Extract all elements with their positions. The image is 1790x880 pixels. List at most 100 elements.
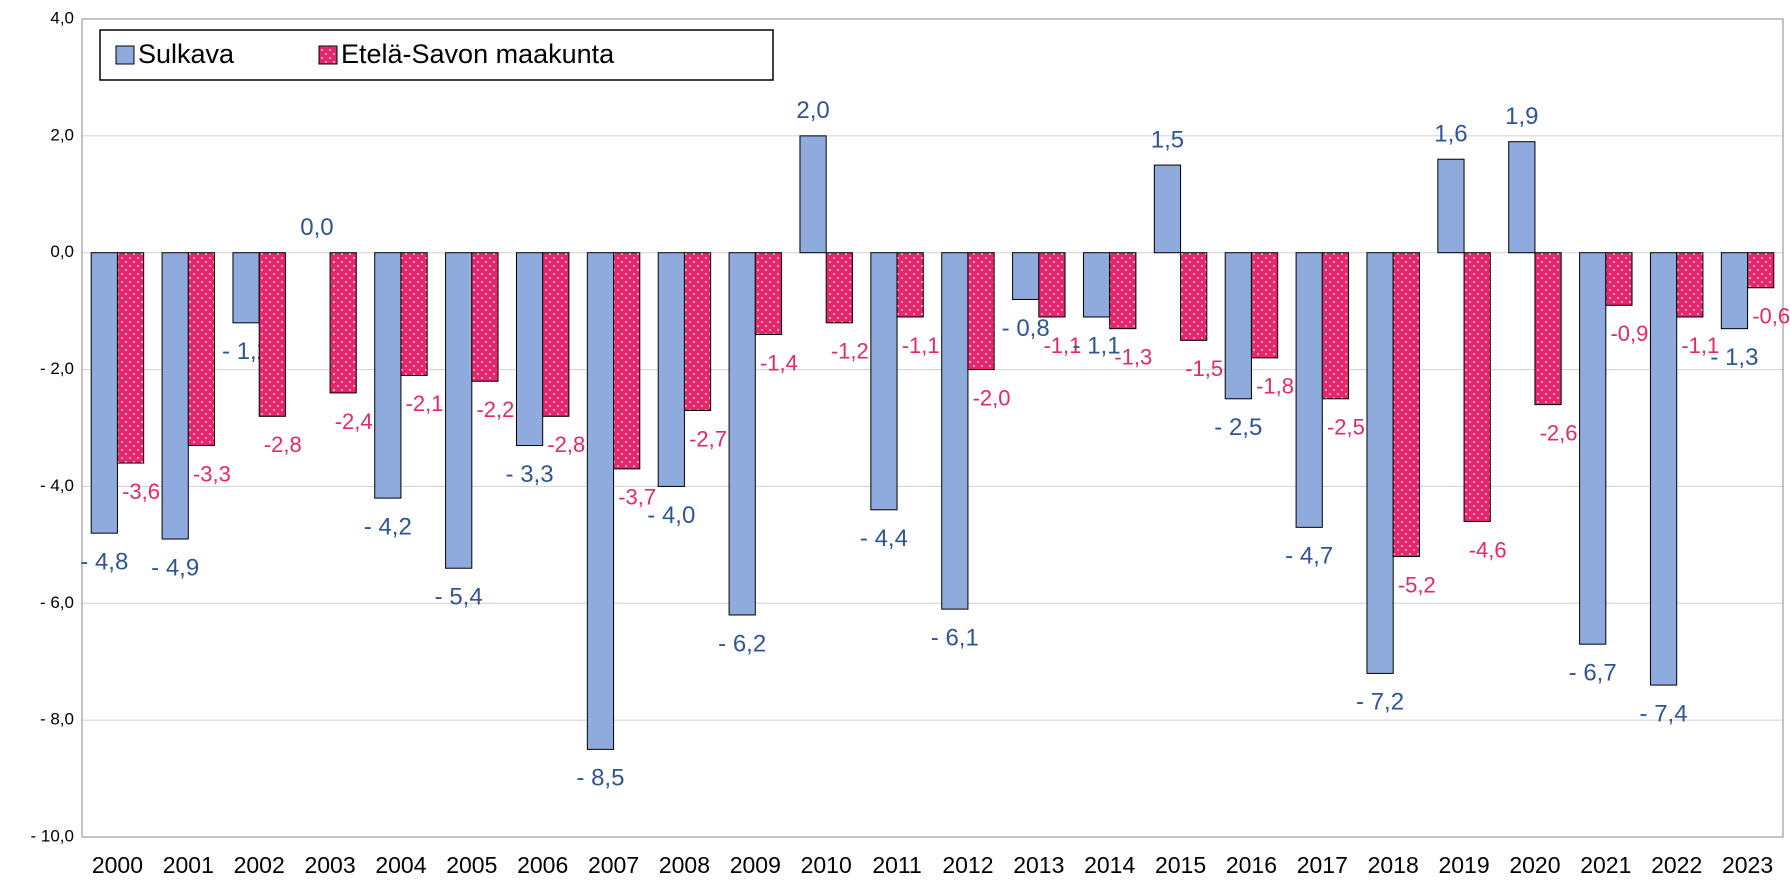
data-label: - 0,8	[1002, 315, 1050, 342]
x-tick-label: 2010	[801, 852, 852, 878]
legend-swatch	[318, 45, 338, 65]
bar	[1153, 164, 1182, 254]
bar	[161, 252, 189, 540]
data-label: -2,2	[476, 397, 514, 422]
y-tick-label: 2,0	[50, 125, 74, 144]
data-label: -1,2	[831, 339, 869, 364]
x-tick-label: 2016	[1226, 852, 1277, 878]
data-label: 0,0	[300, 214, 333, 241]
bar	[967, 252, 995, 371]
x-tick-label: 2003	[304, 852, 355, 878]
data-label: - 6,1	[931, 624, 979, 651]
bar	[1676, 252, 1704, 318]
x-tick-label: 2023	[1722, 852, 1773, 878]
data-label: -5,2	[1398, 572, 1436, 597]
data-label: - 2,5	[1214, 414, 1262, 441]
x-tick-label: 2001	[163, 852, 214, 878]
data-label: 1,9	[1505, 103, 1538, 130]
data-label: - 3,3	[506, 461, 554, 488]
bar	[1720, 252, 1749, 330]
bar	[683, 252, 712, 411]
data-label: -2,8	[547, 432, 585, 457]
legend-box	[99, 29, 774, 81]
y-tick-label: 0,0	[50, 242, 74, 261]
data-label: -1,1	[902, 333, 940, 358]
bar	[515, 252, 544, 447]
x-tick-label: 2022	[1651, 852, 1702, 878]
x-tick-label: 2012	[942, 852, 993, 878]
data-label: -3,6	[122, 479, 160, 504]
bar	[657, 252, 685, 487]
bar	[896, 252, 924, 318]
data-label: -2,6	[1540, 420, 1578, 445]
y-tick-label: - 6,0	[40, 593, 74, 612]
x-tick-label: 2021	[1580, 852, 1631, 878]
data-label: - 4,4	[860, 525, 908, 552]
bar	[329, 252, 357, 394]
bar	[1437, 158, 1465, 254]
bar	[1534, 252, 1562, 406]
bar	[1605, 252, 1633, 306]
data-label: - 1,1	[1073, 332, 1121, 359]
data-label: - 4,8	[80, 549, 128, 576]
bar	[799, 135, 827, 254]
y-tick-label: - 10,0	[31, 826, 74, 845]
data-label: -2,7	[689, 426, 727, 451]
data-label: - 6,2	[718, 630, 766, 657]
bar	[1366, 252, 1394, 674]
legend-label: Sulkava	[138, 39, 235, 69]
bar	[1250, 252, 1279, 359]
data-label: - 4,2	[364, 513, 412, 540]
x-tick-label: 2013	[1013, 852, 1064, 878]
x-tick-label: 2009	[730, 852, 781, 878]
data-label: - 4,7	[1285, 543, 1333, 570]
data-label: -0,6	[1752, 304, 1790, 329]
data-label: -1,1	[1681, 333, 1719, 358]
bar	[1392, 252, 1420, 558]
data-label: -1,3	[1114, 344, 1152, 369]
bar	[258, 252, 286, 417]
bar	[754, 252, 783, 336]
data-label: -2,5	[1327, 415, 1365, 440]
bar	[941, 252, 969, 610]
x-tick-label: 2006	[517, 852, 568, 878]
x-tick-label: 2015	[1155, 852, 1206, 878]
data-label: 2,0	[796, 97, 829, 124]
x-tick-label: 2004	[375, 852, 426, 878]
data-label: -3,3	[193, 461, 231, 486]
x-tick-label: 2007	[588, 852, 639, 878]
x-tick-label: 2000	[92, 852, 143, 878]
x-tick-label: 2011	[872, 852, 921, 878]
x-tick-label: 2019	[1438, 852, 1489, 878]
bar	[1012, 252, 1040, 300]
data-label: -4,6	[1469, 537, 1507, 562]
x-tick-label: 2005	[446, 852, 497, 878]
bar	[90, 252, 118, 534]
data-label: -1,5	[1185, 356, 1223, 381]
bar	[232, 252, 260, 324]
data-label: - 5,4	[435, 584, 483, 611]
x-tick-label: 2014	[1084, 852, 1135, 878]
bar	[586, 252, 615, 750]
data-label: - 4,9	[151, 554, 199, 581]
bar	[1180, 252, 1208, 341]
legend-swatch	[115, 45, 135, 65]
data-label: - 1,3	[1710, 344, 1758, 371]
bar	[1109, 252, 1137, 330]
bar	[1508, 141, 1536, 254]
data-label: - 4,0	[647, 502, 695, 529]
bar	[613, 252, 641, 470]
bar	[825, 252, 853, 324]
bar	[1295, 252, 1323, 528]
y-tick-label: 4,0	[50, 8, 74, 27]
bar	[1224, 252, 1252, 400]
bar	[187, 252, 216, 447]
data-label: -2,0	[973, 385, 1011, 410]
bar	[445, 252, 473, 569]
y-tick-label: - 2,0	[40, 359, 74, 378]
bar	[1649, 252, 1678, 686]
y-tick-label: - 8,0	[40, 710, 74, 729]
data-label: -2,4	[335, 409, 373, 434]
